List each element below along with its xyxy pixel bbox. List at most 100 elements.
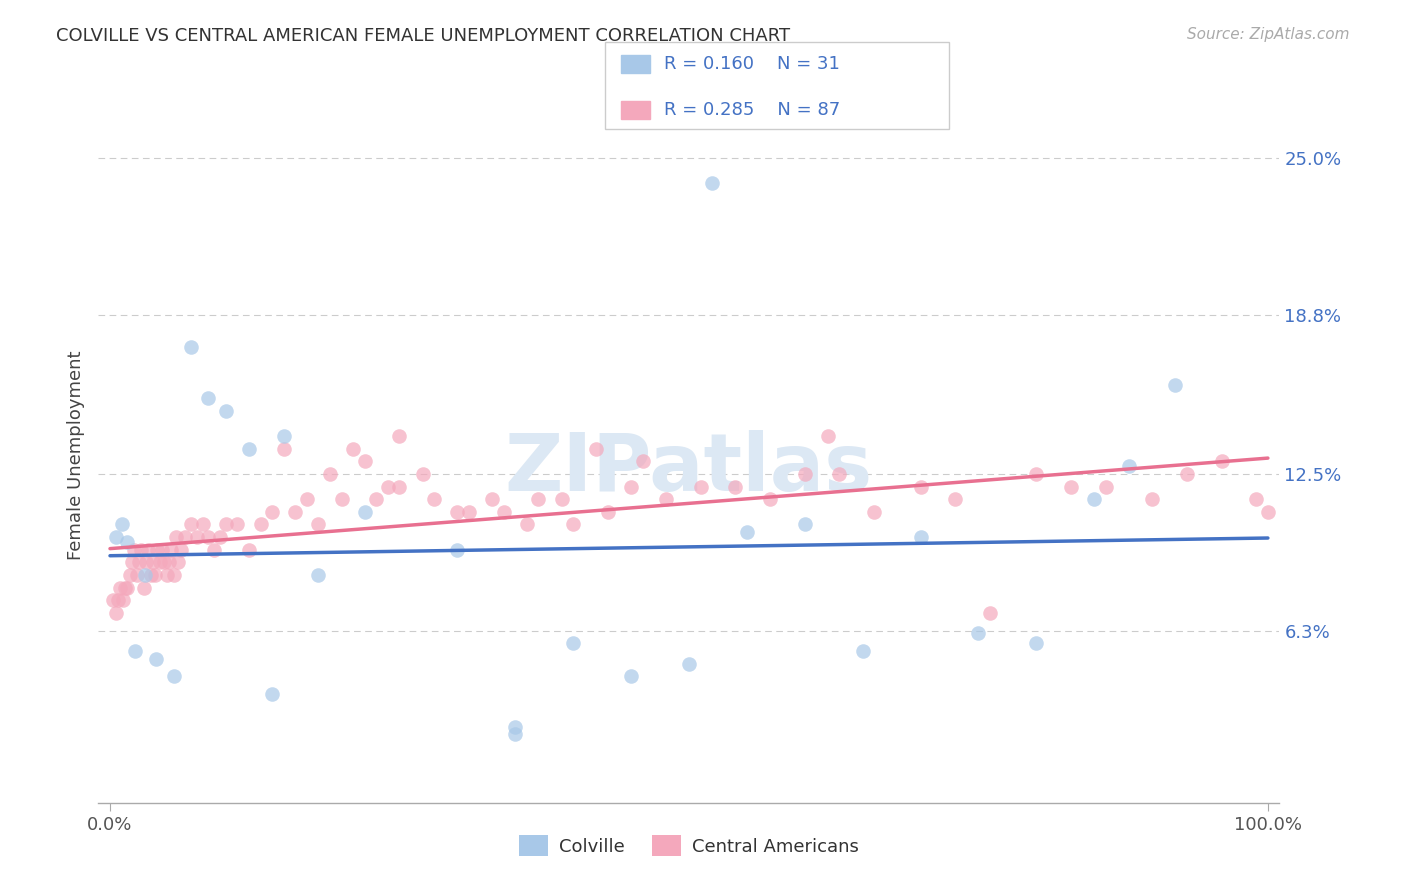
Point	[197, 530, 219, 544]
Point	[249, 517, 271, 532]
Point	[114, 581, 136, 595]
Point	[307, 517, 329, 532]
Point	[1164, 378, 1187, 392]
Point	[793, 467, 815, 481]
Point	[117, 535, 139, 549]
Point	[124, 542, 146, 557]
Point	[136, 542, 159, 557]
Point	[353, 454, 375, 468]
Point	[689, 479, 711, 493]
Point	[238, 542, 260, 557]
Text: COLVILLE VS CENTRAL AMERICAN FEMALE UNEMPLOYMENT CORRELATION CHART: COLVILLE VS CENTRAL AMERICAN FEMALE UNEM…	[56, 27, 790, 45]
Point	[107, 593, 129, 607]
Point	[215, 517, 238, 532]
Point	[631, 454, 654, 468]
Point	[111, 593, 134, 607]
Point	[1246, 492, 1268, 507]
Point	[153, 556, 176, 570]
Point	[149, 556, 172, 570]
Point	[585, 442, 607, 456]
Point	[319, 467, 342, 481]
Point	[388, 479, 411, 493]
Point	[1083, 492, 1105, 507]
Point	[492, 505, 515, 519]
Point	[226, 517, 249, 532]
Point	[103, 593, 125, 607]
Point	[366, 492, 388, 507]
Point	[967, 626, 990, 640]
Point	[342, 442, 364, 456]
Point	[562, 636, 585, 650]
Point	[1025, 467, 1047, 481]
Point	[1060, 479, 1083, 493]
Point	[104, 530, 127, 544]
Text: ZIPatlas: ZIPatlas	[505, 430, 873, 508]
Point	[527, 492, 550, 507]
Point	[262, 505, 284, 519]
Point	[516, 517, 538, 532]
Point	[110, 517, 132, 532]
Point	[180, 340, 202, 354]
Point	[330, 492, 353, 507]
Point	[202, 542, 225, 557]
Point	[377, 479, 399, 493]
Point	[143, 568, 166, 582]
Point	[238, 442, 260, 456]
Point	[700, 176, 723, 190]
Point	[208, 530, 231, 544]
Point	[446, 505, 468, 519]
Point	[979, 606, 1001, 620]
Point	[215, 403, 238, 417]
Text: Source: ZipAtlas.com: Source: ZipAtlas.com	[1187, 27, 1350, 42]
Point	[1140, 492, 1163, 507]
Point	[117, 581, 139, 595]
Point	[503, 727, 526, 741]
Point	[129, 542, 152, 557]
Point	[191, 517, 214, 532]
Point	[678, 657, 700, 671]
Point	[174, 530, 197, 544]
Point	[180, 517, 202, 532]
Text: R = 0.285    N = 87: R = 0.285 N = 87	[664, 101, 839, 119]
Point	[1211, 454, 1233, 468]
Point	[1025, 636, 1047, 650]
Point	[1257, 505, 1279, 519]
Point	[910, 479, 932, 493]
Point	[295, 492, 318, 507]
Point	[1175, 467, 1198, 481]
Point	[145, 651, 167, 665]
Point	[423, 492, 446, 507]
Point	[943, 492, 966, 507]
Point	[150, 542, 173, 557]
Point	[388, 429, 411, 443]
Point	[169, 542, 191, 557]
Point	[481, 492, 503, 507]
Point	[458, 505, 481, 519]
Point	[1118, 459, 1140, 474]
Point	[132, 581, 155, 595]
Point	[121, 556, 143, 570]
Point	[125, 568, 148, 582]
Point	[817, 429, 839, 443]
Point	[156, 568, 179, 582]
Point	[118, 568, 141, 582]
Point	[307, 568, 329, 582]
Point	[273, 429, 295, 443]
Y-axis label: Female Unemployment: Female Unemployment	[66, 351, 84, 559]
Point	[134, 568, 156, 582]
Point	[724, 479, 747, 493]
Point	[353, 505, 375, 519]
Legend: Colville, Central Americans: Colville, Central Americans	[512, 828, 866, 863]
Point	[135, 556, 157, 570]
Point	[562, 517, 585, 532]
Point	[446, 542, 468, 557]
Point	[655, 492, 678, 507]
Point	[124, 644, 146, 658]
Point	[165, 530, 187, 544]
Point	[110, 581, 132, 595]
Point	[262, 687, 284, 701]
Point	[828, 467, 851, 481]
Point	[550, 492, 572, 507]
Point	[163, 568, 186, 582]
Point	[863, 505, 886, 519]
